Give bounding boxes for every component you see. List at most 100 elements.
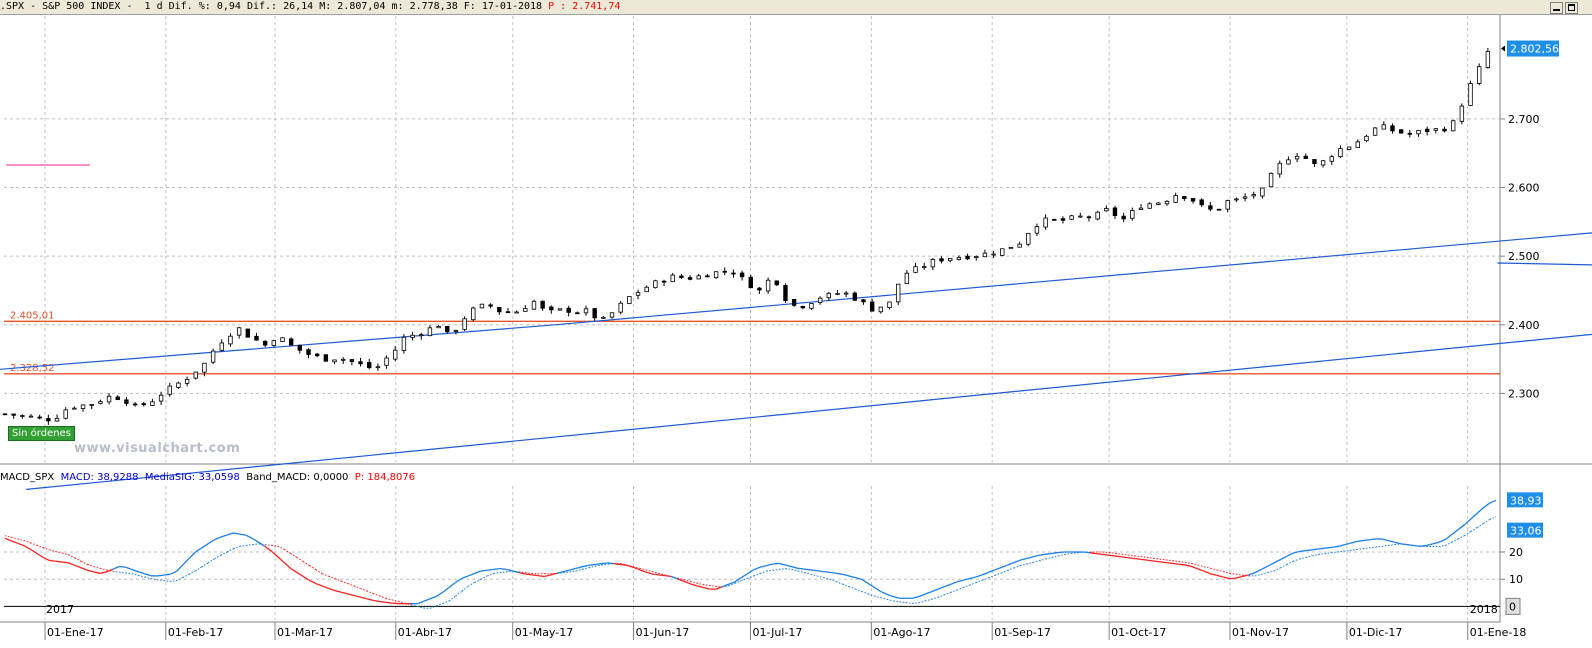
- signal-line-segment: [1159, 558, 1167, 561]
- macd-line-segment: [1369, 538, 1376, 541]
- macd-line-segment: [322, 585, 329, 590]
- candle: [523, 308, 528, 312]
- candle: [1112, 207, 1118, 217]
- signal-line-segment: [1476, 523, 1484, 528]
- candle: [1424, 128, 1430, 132]
- signal-line-segment: [1331, 551, 1338, 554]
- date-label: F:: [463, 1, 476, 12]
- candle: [46, 418, 51, 422]
- signal-line-segment: [1197, 564, 1205, 568]
- macd-line-segment: [1026, 556, 1034, 560]
- macd-line-segment: [182, 558, 190, 566]
- signal-line-segment: [150, 578, 158, 581]
- macd-line-segment: [747, 569, 755, 575]
- candle: [1320, 160, 1326, 166]
- macd-line-segment: [696, 585, 704, 588]
- signal-line-segment: [626, 564, 634, 568]
- candle: [288, 338, 294, 346]
- difpct-label: Dif. %:: [168, 1, 211, 12]
- signal-line-segment: [347, 583, 355, 587]
- orders-status-badge[interactable]: Sin órdenes: [8, 426, 75, 441]
- candles: [2, 48, 1491, 425]
- signal-line-segment: [391, 599, 399, 602]
- macd-line-segment: [1102, 553, 1110, 556]
- candle: [1398, 129, 1404, 134]
- candle: [479, 303, 485, 309]
- macd-line-segment: [823, 570, 830, 574]
- signal-line-segment: [169, 580, 177, 582]
- signal-line-segment: [753, 573, 761, 577]
- min-label: m:: [391, 1, 404, 12]
- candle: [54, 417, 60, 422]
- signal-line-segment: [1299, 556, 1306, 560]
- candle: [419, 334, 424, 337]
- macd-line-segment: [848, 575, 856, 579]
- signal-line-segment: [258, 543, 266, 546]
- candle: [1147, 203, 1152, 209]
- macd-line-segment: [493, 567, 501, 571]
- candle: [1381, 124, 1387, 130]
- candle: [1346, 146, 1352, 150]
- signal-line-segment: [1381, 544, 1389, 547]
- signal-line-segment: [779, 568, 786, 570]
- signal-line-segment: [988, 574, 996, 579]
- candle: [1450, 120, 1456, 132]
- macd-line-segment: [1343, 542, 1351, 546]
- candle: [141, 403, 146, 406]
- macd-line-segment: [1381, 538, 1389, 542]
- signal-line-segment: [448, 595, 456, 602]
- signal-line-segment: [1375, 545, 1382, 548]
- y-tick-label: 2.600: [1508, 182, 1540, 195]
- candle: [462, 318, 467, 330]
- signal-line-segment: [937, 594, 945, 598]
- candle: [1468, 83, 1473, 106]
- signal-line-segment: [1045, 556, 1053, 560]
- macd-line-segment: [880, 590, 888, 595]
- signal-line-segment: [1115, 552, 1122, 555]
- year-label: 2017: [46, 603, 74, 616]
- candle: [1138, 207, 1144, 211]
- candle: [800, 305, 805, 309]
- symbol: .SPX: [0, 1, 25, 12]
- macd-line-segment: [1089, 552, 1097, 555]
- p-value: 2.741,74: [572, 1, 621, 12]
- macd-line-segment: [169, 570, 177, 575]
- macd-line-segment: [1299, 549, 1306, 553]
- minimize-button[interactable]: [1550, 2, 1563, 14]
- signal-line-segment: [950, 589, 957, 593]
- signal-line-segment: [252, 543, 259, 546]
- candle: [956, 257, 962, 260]
- signal-line-segment: [836, 581, 843, 585]
- signal-line-segment: [11, 536, 18, 540]
- signal-line-segment: [341, 580, 348, 585]
- signal-line-segment: [734, 580, 742, 584]
- level-label: 2.328,52: [10, 363, 55, 374]
- maximize-button[interactable]: [1565, 2, 1578, 14]
- macd-line-segment: [1483, 502, 1491, 509]
- macd-line-segment: [836, 572, 843, 575]
- signal-line-segment: [1483, 518, 1491, 524]
- candle: [1216, 208, 1222, 211]
- signal-line-segment: [747, 575, 754, 579]
- candle: [2, 413, 8, 416]
- macd-line-segment: [506, 568, 513, 572]
- macd-line-segment: [1267, 562, 1275, 567]
- candle: [1173, 195, 1178, 203]
- candle: [158, 394, 164, 402]
- signal-line-segment: [1191, 562, 1199, 566]
- macd-line-segment: [138, 571, 145, 575]
- candle: [132, 403, 138, 406]
- candle: [1208, 205, 1213, 210]
- signal-line-segment: [1216, 569, 1224, 573]
- macd-line-segment: [1216, 574, 1224, 578]
- quote-header: .SPX - S&P 500 INDEX - 1 d Dif. %: 0,94 …: [0, 0, 1592, 15]
- candle: [1251, 194, 1256, 197]
- signal-line-segment: [1445, 541, 1452, 546]
- signal-line-segment: [1058, 553, 1065, 557]
- candle: [913, 266, 918, 273]
- candle: [739, 272, 745, 278]
- candle: [332, 359, 337, 363]
- candle: [601, 316, 606, 319]
